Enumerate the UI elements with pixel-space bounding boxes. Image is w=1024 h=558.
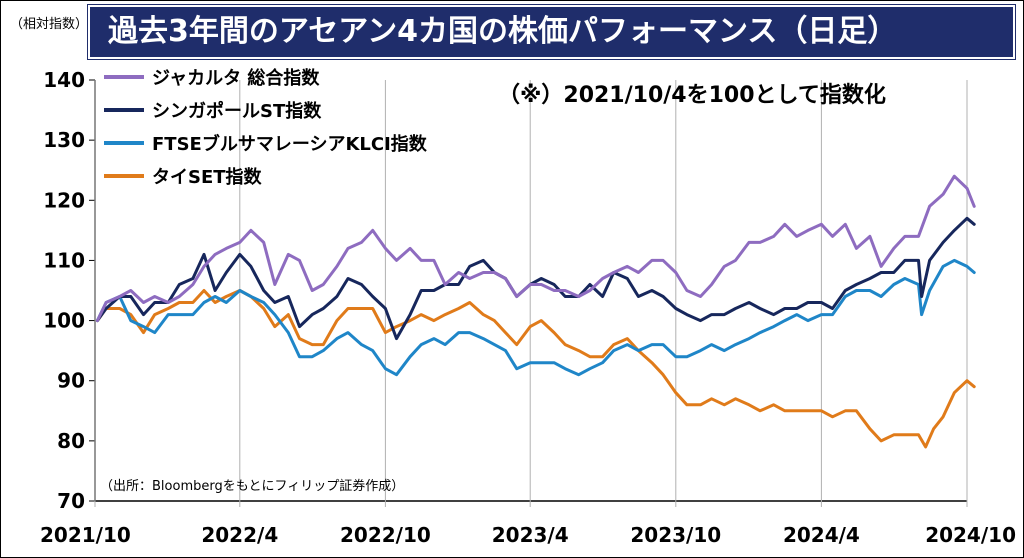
legend-label-0: ジャカルタ 総合指数 (152, 67, 320, 89)
x-tick-label: 2023/4 (492, 523, 569, 547)
y-axis-label: （相対指数） (10, 17, 89, 32)
series-line-1 (95, 216, 976, 341)
y-axis-unit-label: （相対指数） (10, 16, 88, 34)
y-tick-label: 80 (57, 429, 85, 453)
y-tick-label: 70 (57, 489, 85, 513)
chart-title: 過去3年間のアセアン4カ国の株価パフォーマンス（日足） (87, 4, 1016, 60)
y-tick-label: 140 (43, 68, 85, 92)
x-tick-label: 2022/10 (340, 523, 431, 547)
y-tick-label: 120 (43, 188, 85, 212)
legend-label-3: タイSET指数 (152, 166, 263, 188)
series-lines (95, 174, 976, 449)
x-tick-label: 2021/10 (40, 523, 131, 547)
source-note: （出所：Bloombergをもとにフィリップ証券作成） (100, 478, 404, 494)
x-tick-label: 2024/4 (783, 523, 860, 547)
y-tick-label: 100 (43, 309, 85, 333)
x-tick-label: 2023/10 (630, 523, 721, 547)
y-tick-label: 110 (43, 248, 85, 272)
legend-label-1: シンガポールST指数 (152, 100, 322, 122)
axes: 70 80 90 100 110 120 130 140 2021/10 2022/4 2022/1… (40, 68, 1016, 547)
series-line-0 (95, 174, 976, 323)
y-tick-label: 130 (43, 128, 85, 152)
series-line-3 (95, 289, 976, 449)
series-line-2 (95, 258, 976, 377)
y-tick-label: 90 (57, 369, 85, 393)
normalization-note: （※）2021/10/4を100として指数化 (498, 82, 886, 108)
x-tick-label: 2024/10 (925, 523, 1016, 547)
x-tick-label: 2022/4 (201, 523, 278, 547)
legend-label-2: FTSEブルサマレーシアKLCI指数 (152, 133, 428, 155)
